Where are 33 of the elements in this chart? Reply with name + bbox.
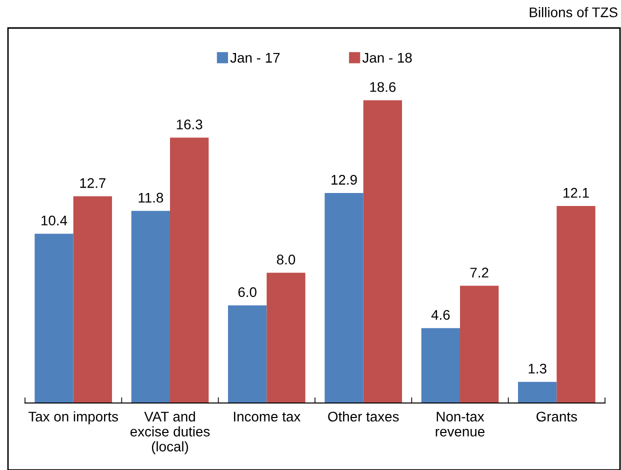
bar	[460, 286, 499, 403]
x-tick-label: VAT and excise duties (local)	[130, 411, 210, 454]
x-tick-label: Non-tax revenue	[436, 412, 484, 436]
x-tick-label: Income tax	[234, 412, 300, 422]
data-label: 11.8	[138, 192, 164, 203]
bar	[73, 196, 112, 403]
bar	[556, 206, 596, 403]
x-tick-label: Tax on imports	[28, 411, 118, 424]
legend-label: Jan - 17	[230, 53, 280, 63]
data-label: 12.1	[564, 188, 589, 198]
bar	[131, 210, 170, 403]
data-label: 12.9	[332, 174, 357, 185]
bar	[34, 234, 74, 403]
bar	[170, 138, 209, 403]
data-label: 7.2	[470, 268, 488, 278]
data-label: 6.0	[238, 287, 256, 298]
x-tick-label: Grants	[536, 412, 578, 422]
data-label: 18.6	[370, 82, 396, 92]
legend-label: Jan - 18	[362, 52, 412, 63]
data-label: 8.0	[276, 254, 296, 264]
bar	[421, 328, 460, 403]
data-label: 1.3	[528, 364, 546, 374]
data-label: 16.3	[176, 120, 202, 130]
bar	[324, 193, 364, 403]
bar	[363, 100, 402, 403]
data-label: 4.6	[431, 310, 450, 320]
data-label: 10.4	[42, 216, 68, 226]
bar	[228, 305, 267, 403]
x-tick-label: Other taxes	[328, 411, 399, 422]
text: Billions of TZS	[530, 7, 618, 18]
bar	[266, 272, 306, 403]
bar	[518, 382, 557, 403]
data-label: 12.7	[80, 178, 106, 188]
